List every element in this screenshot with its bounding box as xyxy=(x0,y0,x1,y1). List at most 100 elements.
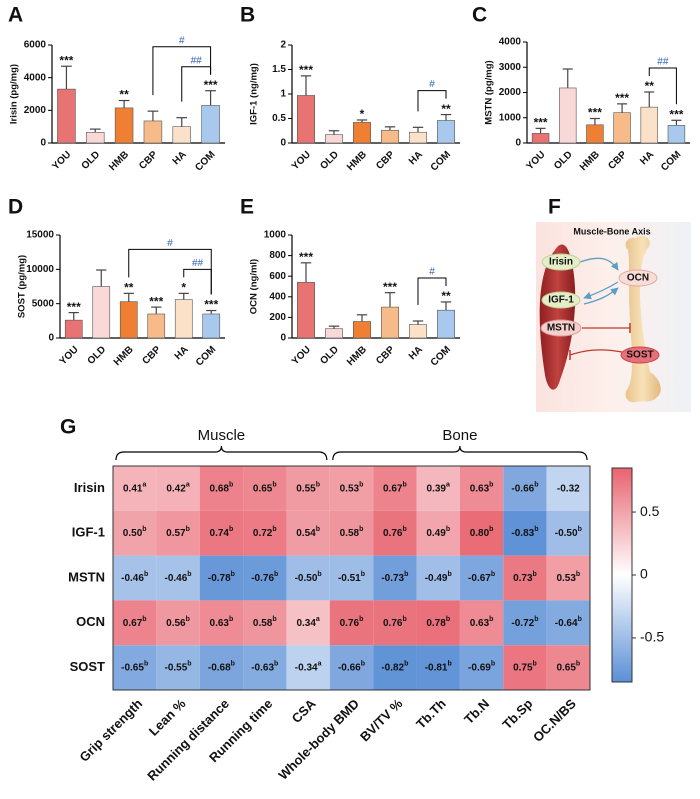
x-tick-label: YOU xyxy=(290,344,313,367)
heatmap-cell xyxy=(243,600,287,646)
cell-superscript: b xyxy=(231,660,235,667)
y-tick-label: 10000 xyxy=(26,264,54,275)
bar xyxy=(114,107,134,144)
arrow xyxy=(579,257,619,271)
colorbar-tick-label: 0.5 xyxy=(640,503,660,519)
cell-label: -0.68b xyxy=(208,660,235,673)
bar xyxy=(586,124,604,144)
y-tick-label: 0.5 xyxy=(272,113,286,124)
heatmap-cell xyxy=(416,555,460,601)
cell-superscript: b xyxy=(316,526,320,533)
comparison-label: ## xyxy=(191,55,203,66)
heatmap-cell xyxy=(199,555,244,601)
bar xyxy=(437,120,455,144)
cell-value: 0.57 xyxy=(166,528,186,539)
cell-label: 0.34a xyxy=(296,616,319,629)
cell-value: -0.49 xyxy=(425,573,448,584)
cell-superscript: b xyxy=(402,616,406,623)
y-tick-label: 5000 xyxy=(32,298,55,309)
heatmap-cell xyxy=(546,510,590,556)
heatmap-cell xyxy=(459,510,504,556)
cell-label: 0.58b xyxy=(340,526,364,539)
cell-label: -0.64b xyxy=(555,616,582,629)
cell-superscript: b xyxy=(533,660,537,667)
y-axis-label: IGF-1 (ng/mg) xyxy=(249,63,260,125)
significance: ** xyxy=(441,102,451,116)
cell-label: 0.67b xyxy=(383,481,407,494)
arrow xyxy=(583,287,619,305)
heatmap-cell xyxy=(199,645,244,690)
cell-label: -0.66b xyxy=(511,481,538,494)
cell-superscript: b xyxy=(533,571,537,578)
heatmap-cell xyxy=(156,645,200,690)
comparison-label: # xyxy=(167,238,173,249)
bar xyxy=(531,133,550,144)
bar xyxy=(437,309,455,339)
cell-label: -0.34a xyxy=(295,660,322,673)
y-tick-label: 4000 xyxy=(24,72,47,83)
cell-superscript: b xyxy=(446,526,450,533)
heatmap-cell xyxy=(503,600,547,646)
bar xyxy=(92,286,111,339)
bar xyxy=(143,120,163,144)
heatmap-cell xyxy=(199,466,244,511)
cell-superscript: a xyxy=(186,481,190,488)
cell-superscript: b xyxy=(229,481,233,488)
inhibition xyxy=(569,349,623,356)
column-label: BV/TV % xyxy=(357,696,406,745)
comparison-label: # xyxy=(429,267,435,278)
cell-label: 0.63b xyxy=(470,481,494,494)
cell-superscript: b xyxy=(446,616,450,623)
cell-value: 0.56 xyxy=(166,617,186,628)
node xyxy=(620,346,660,364)
column-label: CSA xyxy=(289,696,319,726)
cell-superscript: b xyxy=(274,571,278,578)
column-label: Lean % xyxy=(146,696,189,739)
cell-value: -0.63 xyxy=(251,662,274,673)
comparison-label: ## xyxy=(192,258,204,269)
node-label: MSTN xyxy=(547,323,575,334)
cell-superscript: a xyxy=(318,660,322,667)
heatmap-cell xyxy=(329,555,374,601)
significance: *** xyxy=(669,107,683,121)
cell-value: 0.34 xyxy=(296,617,316,628)
comparison-label: # xyxy=(429,79,435,90)
cell-superscript: b xyxy=(491,571,495,578)
heatmap-cell xyxy=(416,600,460,646)
significance: *** xyxy=(588,106,602,120)
heatmap-cell xyxy=(459,600,504,646)
heatmap-cell xyxy=(286,510,330,556)
y-tick-label: 6000 xyxy=(24,40,47,51)
y-tick-label: 1 xyxy=(280,89,286,100)
cell-value: 0.58 xyxy=(340,528,360,539)
cell-superscript: b xyxy=(231,571,235,578)
panel-label: G xyxy=(60,416,76,439)
x-tick-label: YOU xyxy=(290,149,313,172)
cell-value: -0.46 xyxy=(165,573,188,584)
cell-superscript: b xyxy=(229,616,233,623)
panel-label: C xyxy=(472,4,487,27)
y-tick-label: 0 xyxy=(40,138,46,149)
cell-label: -0.46b xyxy=(165,571,192,584)
cell-superscript: b xyxy=(578,616,582,623)
significance: ** xyxy=(119,88,129,102)
cell-value: 0.41 xyxy=(123,483,143,494)
heatmap-cell xyxy=(243,555,287,601)
cell-superscript: b xyxy=(229,526,233,533)
cell-value: -0.64 xyxy=(555,617,578,628)
heatmap-cell xyxy=(113,466,157,511)
significance: * xyxy=(360,107,365,121)
cell-superscript: b xyxy=(447,660,451,667)
x-tick-label: COM xyxy=(429,149,453,173)
cell-superscript: b xyxy=(359,526,363,533)
x-tick-label: COM xyxy=(429,344,453,368)
cell-value: 0.58 xyxy=(253,617,273,628)
bar xyxy=(353,321,371,339)
significance: * xyxy=(181,281,186,295)
heatmap-cell xyxy=(156,466,200,511)
cell-label: 0.55b xyxy=(296,481,320,494)
bar xyxy=(119,301,138,339)
bar xyxy=(667,125,686,144)
node xyxy=(541,291,581,309)
